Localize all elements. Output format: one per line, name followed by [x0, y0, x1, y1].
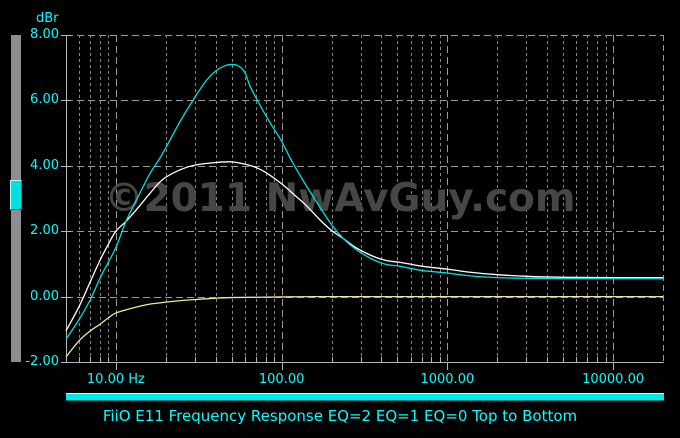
y-tick-label: 0.00	[30, 288, 59, 304]
chart-title: FiiO E11 Frequency Response EQ=2 EQ=1 EQ…	[102, 407, 578, 425]
vertical-scrollbar-thumb[interactable]	[10, 180, 22, 210]
y-tick-label: 8.00	[30, 27, 59, 42]
x-tick-label: 10.00 Hz	[86, 372, 145, 387]
x-tick-label: 10000.00	[582, 372, 645, 387]
watermark-text: ©2011 NwAvGuy.com	[104, 176, 576, 221]
x-tick-label: 100.00	[258, 372, 305, 387]
y-tick-label: -2.00	[25, 354, 59, 369]
horizontal-scrollbar[interactable]	[66, 393, 664, 401]
y-axis-unit-label: dBr	[36, 11, 59, 26]
x-tick-label: 1000.00	[420, 372, 475, 387]
curve-eq0	[65, 295, 663, 358]
y-tick-label: 6.00	[30, 92, 59, 108]
y-tick-label: 2.00	[30, 223, 59, 239]
y-tick-label: 4.00	[30, 157, 59, 173]
